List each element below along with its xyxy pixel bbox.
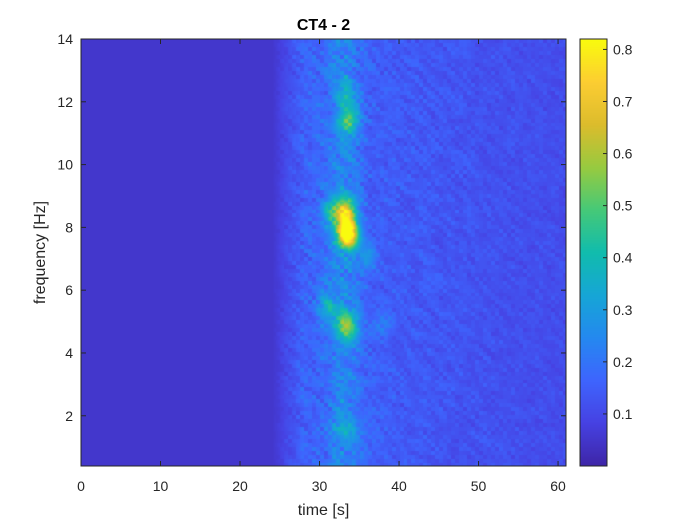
plot-area [80, 38, 567, 467]
y-axis: 2 4 6 8 10 12 14 [57, 31, 566, 424]
y-tick-label: 14 [57, 31, 73, 47]
colorbar-ticks: 0.1 0.2 0.3 0.4 0.5 0.6 0.7 0.8 [603, 41, 633, 422]
x-tick-label: 40 [391, 478, 407, 494]
colorbar-tick-label: 0.5 [613, 198, 633, 214]
colorbar-tick-label: 0.8 [613, 41, 633, 57]
x-tick-label: 60 [550, 478, 566, 494]
y-tick-label: 10 [57, 157, 73, 173]
y-tick-label: 4 [65, 345, 73, 361]
x-axis-label: time [s] [298, 502, 350, 519]
colorbar-tick-label: 0.2 [613, 354, 633, 370]
colorbar-tick-label: 0.4 [613, 250, 633, 266]
colorbar-tick-label: 0.7 [613, 93, 633, 109]
x-tick-label: 50 [471, 478, 487, 494]
y-tick-label: 12 [57, 94, 73, 110]
chart-title: CT4 - 2 [297, 17, 350, 34]
y-tick-label: 2 [65, 408, 73, 424]
colorbar-tick-label: 0.1 [613, 406, 633, 422]
y-tick-label: 8 [65, 219, 73, 235]
heatmap-image [81, 39, 566, 466]
plot-frame [80, 38, 567, 467]
colorbar-tick-label: 0.6 [613, 146, 633, 162]
colorbar-frame [579, 38, 608, 467]
colorbar-tick-label: 0.3 [613, 302, 633, 318]
colorbar: 0.1 0.2 0.3 0.4 0.5 0.6 0.7 0.8 [579, 38, 633, 467]
x-tick-label: 30 [312, 478, 328, 494]
x-tick-label: 10 [153, 478, 169, 494]
x-axis: 0 10 20 30 40 50 60 [77, 39, 566, 494]
x-tick-label: 0 [77, 478, 85, 494]
y-tick-label: 6 [65, 282, 73, 298]
x-tick-label: 20 [232, 478, 248, 494]
colorbar-gradient [580, 39, 607, 466]
y-axis-label: frequency [Hz] [32, 201, 49, 304]
